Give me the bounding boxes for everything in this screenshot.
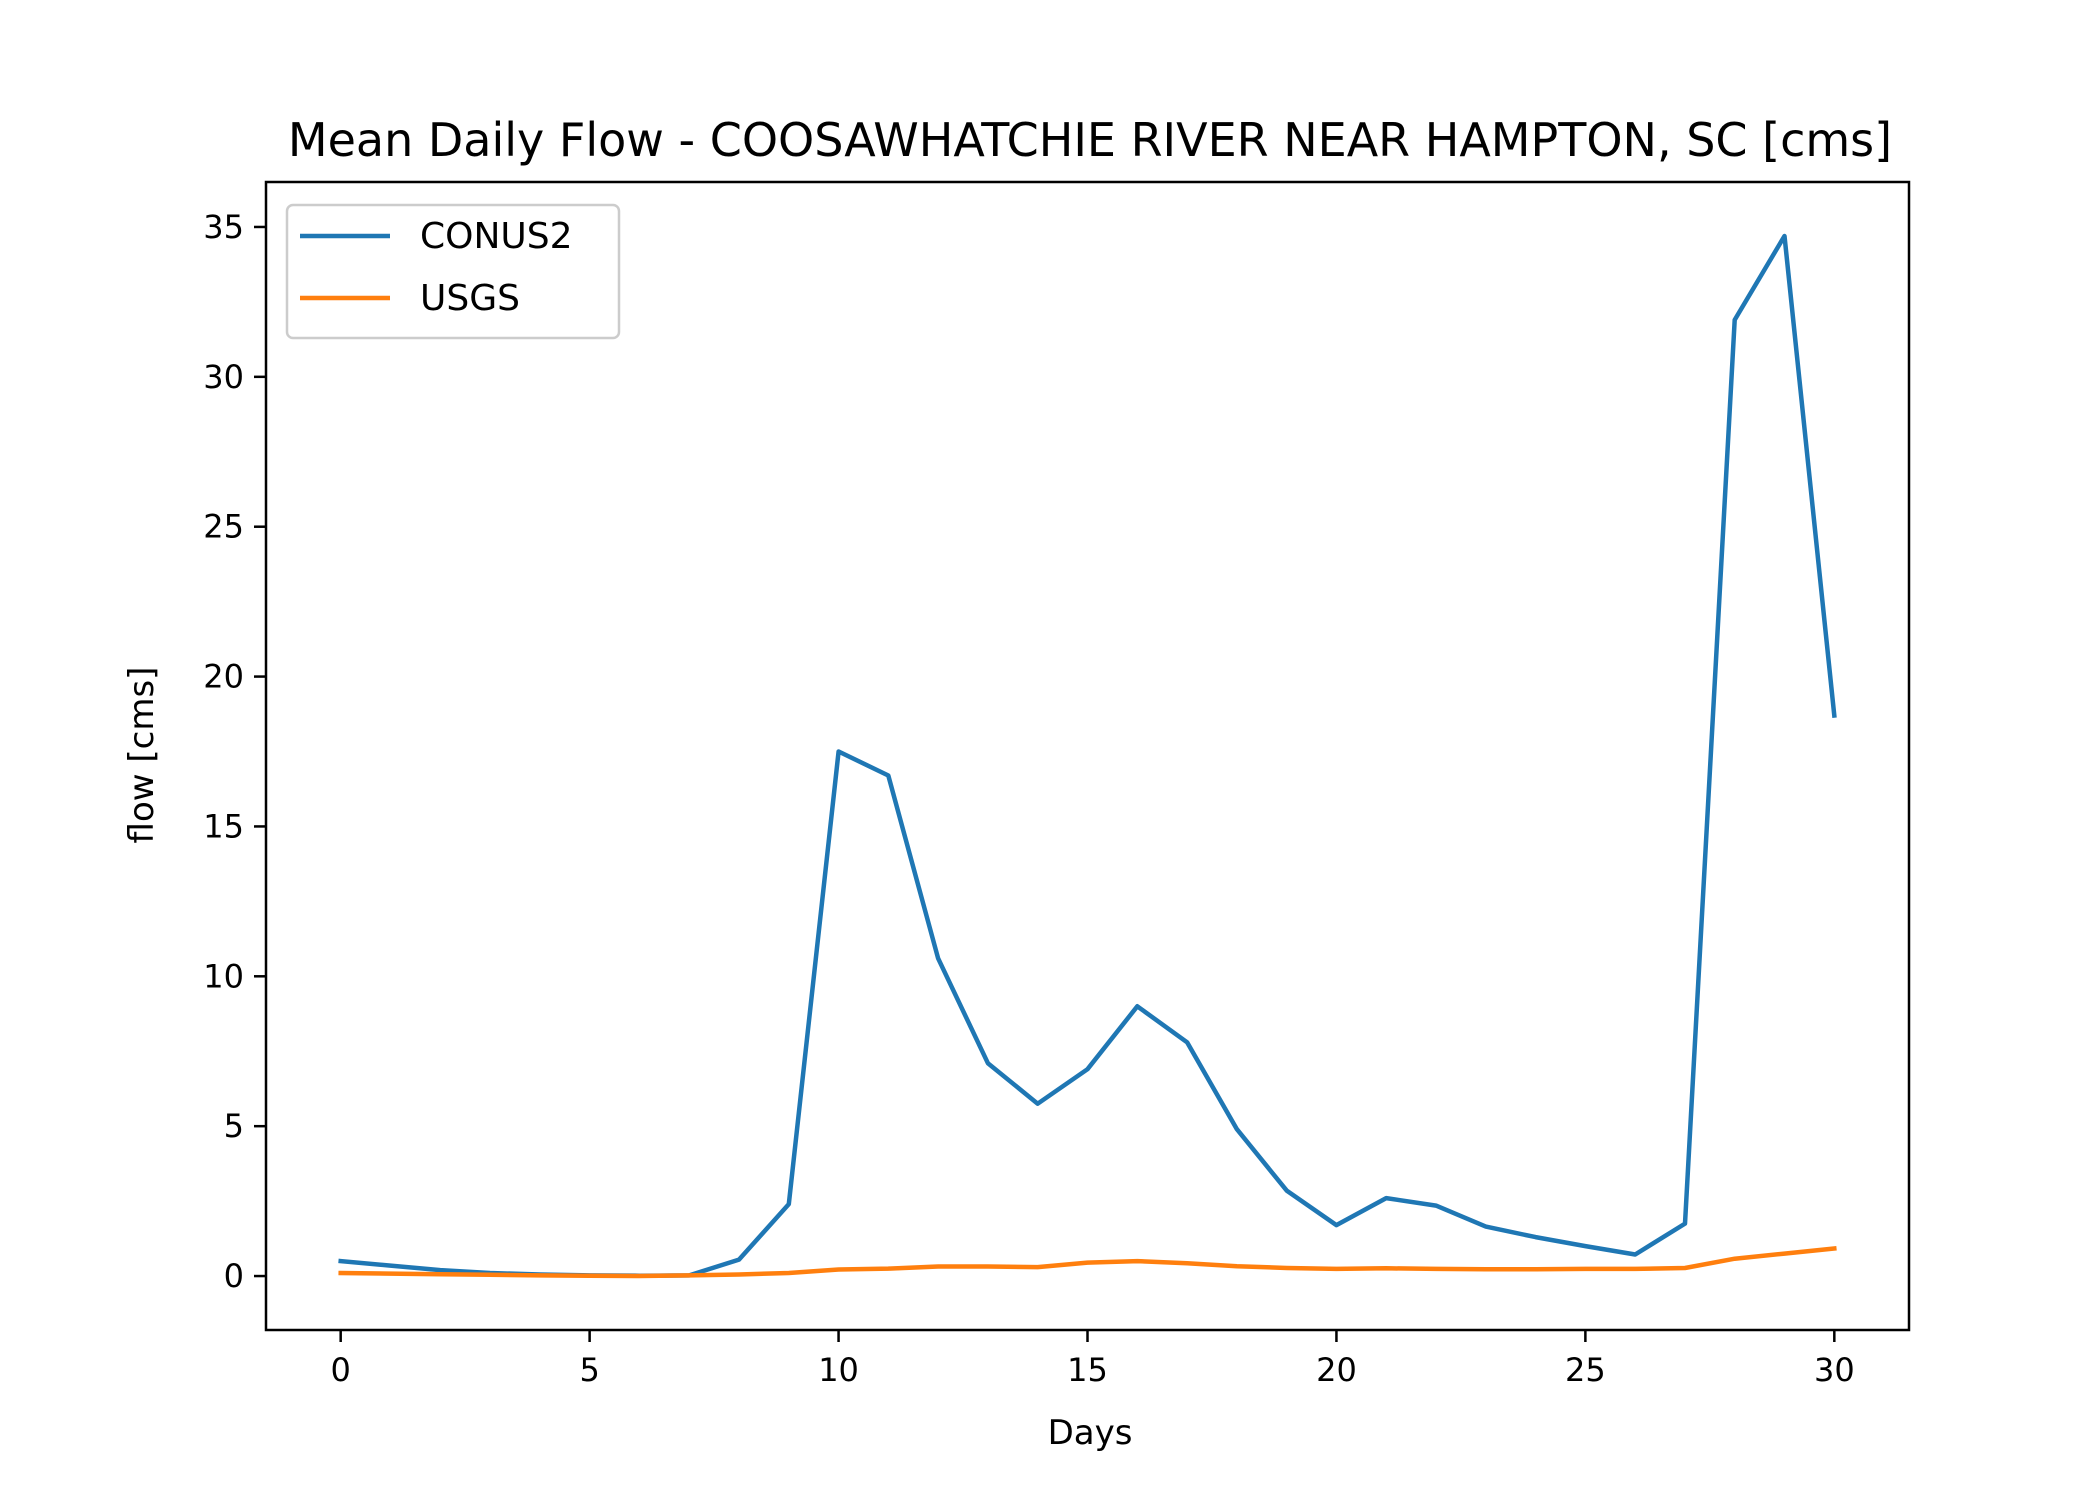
x-tick-label: 10 bbox=[818, 1351, 859, 1389]
y-tick-label: 10 bbox=[203, 957, 244, 995]
chart-title: Mean Daily Flow - COOSAWHATCHIE RIVER NE… bbox=[288, 113, 1892, 167]
legend: CONUS2 USGS bbox=[285, 203, 621, 340]
x-tick-label: 30 bbox=[1814, 1351, 1855, 1389]
x-tick-label: 20 bbox=[1316, 1351, 1357, 1389]
series-layer bbox=[338, 233, 1837, 1279]
y-axis: 0 5 10 15 20 25 30 35 bbox=[203, 208, 266, 1295]
y-tick-label: 15 bbox=[203, 807, 244, 845]
x-tick-label: 25 bbox=[1565, 1351, 1606, 1389]
y-tick-label: 25 bbox=[203, 508, 244, 546]
x-tick-label: 0 bbox=[331, 1351, 351, 1389]
series-line-conus2 bbox=[338, 233, 1837, 1278]
y-axis-label: flow [cms] bbox=[122, 667, 162, 844]
x-tick-label: 15 bbox=[1067, 1351, 1108, 1389]
y-tick-label: 35 bbox=[203, 208, 244, 246]
y-tick-label: 0 bbox=[224, 1257, 244, 1295]
x-axis-label: Days bbox=[1048, 1413, 1133, 1453]
legend-label-conus2: CONUS2 bbox=[420, 216, 573, 257]
x-axis: 0 5 10 15 20 25 30 bbox=[331, 1330, 1855, 1389]
series-line-usgs bbox=[338, 1246, 1837, 1279]
plot-area-frame bbox=[264, 180, 1911, 1332]
y-tick-label: 20 bbox=[203, 658, 244, 696]
legend-label-usgs: USGS bbox=[420, 278, 520, 319]
y-tick-label: 5 bbox=[224, 1107, 244, 1145]
x-tick-label: 5 bbox=[579, 1351, 599, 1389]
y-tick-label: 30 bbox=[203, 358, 244, 396]
